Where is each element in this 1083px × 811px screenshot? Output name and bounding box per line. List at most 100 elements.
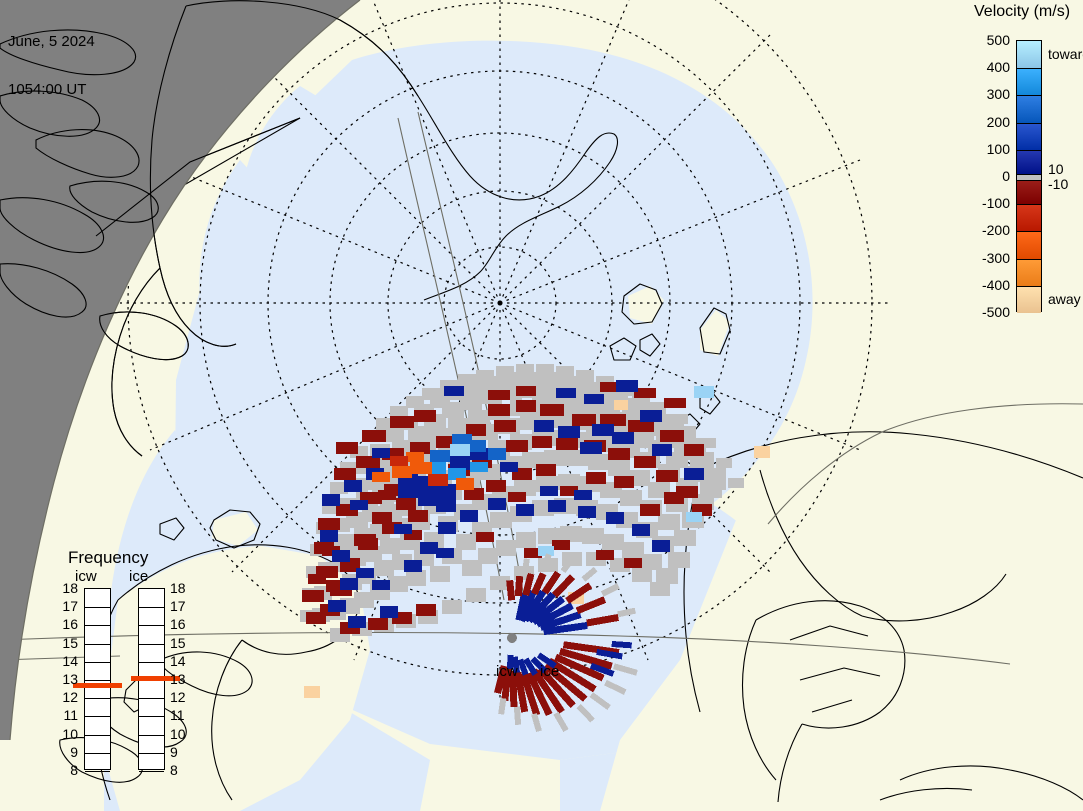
colorbar-tick--200: -200 bbox=[981, 222, 1010, 239]
frequency-tick-right-17: 17 bbox=[170, 598, 186, 615]
colorbar-band-separator bbox=[1017, 204, 1041, 206]
frequency-gridline-9 bbox=[139, 752, 164, 754]
timestamp-date: June, 5 2024 bbox=[8, 33, 95, 50]
frequency-gridline-16 bbox=[85, 625, 110, 627]
frequency-gridline-12 bbox=[85, 698, 110, 700]
frequency-gridline-16 bbox=[139, 625, 164, 627]
terminator-line bbox=[9, 0, 361, 741]
frequency-bar-icw bbox=[73, 588, 122, 772]
frequency-tick-right-12: 12 bbox=[170, 689, 186, 706]
frequency-gridline-17 bbox=[85, 607, 110, 609]
frequency-marker-ice bbox=[131, 676, 180, 682]
colorbar-band-1 bbox=[1017, 68, 1041, 96]
frequency-tick-right-13: 13 bbox=[170, 671, 186, 687]
colorbar-tick--300: -300 bbox=[981, 249, 1010, 266]
colorbar-title: Velocity (m/s) bbox=[974, 3, 1071, 20]
frequency-gridline-14 bbox=[85, 661, 110, 663]
frequency-tick-left-8: 8 bbox=[70, 762, 78, 778]
frequency-tick-right-16: 16 bbox=[170, 616, 186, 633]
frequency-gridline-13 bbox=[85, 680, 110, 681]
colorbar-band-8 bbox=[1017, 231, 1041, 259]
frequency-marker-icw bbox=[73, 682, 122, 688]
colorbar-band-3 bbox=[1017, 122, 1041, 150]
night-terminator-shading bbox=[0, 0, 360, 740]
frequency-tick-right-14: 14 bbox=[170, 652, 186, 669]
colorbar-gradient bbox=[1016, 40, 1042, 313]
frequency-bar-ice bbox=[131, 588, 180, 772]
colorbar-label-plus10: 10 bbox=[1048, 161, 1064, 178]
frequency-tick-right-8: 8 bbox=[170, 762, 178, 778]
colorbar-band-5 bbox=[1017, 174, 1041, 180]
frequency-gridline-8 bbox=[85, 771, 110, 772]
colorbar-band-separator bbox=[1017, 285, 1041, 287]
colorbar-band-separator bbox=[1017, 231, 1041, 233]
colorbar-band-9 bbox=[1017, 258, 1041, 286]
radar-fan-beams bbox=[494, 553, 638, 733]
frequency-tick-left-13: 13 bbox=[62, 671, 78, 687]
colorbar-band-separator bbox=[1017, 174, 1041, 176]
frequency-tick-right-15: 15 bbox=[170, 634, 186, 651]
frequency-gridline-9 bbox=[85, 752, 110, 754]
frequency-bar-label-icw: icw bbox=[75, 568, 97, 585]
velocity-colorbar: Velocity (m/s) 500 400 300 200 100 0 -100 -200 -… bbox=[960, 0, 1083, 340]
frequency-tick-left-12: 12 bbox=[62, 689, 78, 706]
colorbar-band-separator bbox=[1017, 68, 1041, 70]
colorbar-band-6 bbox=[1017, 179, 1041, 205]
frequency-gridline-12 bbox=[139, 698, 164, 700]
frequency-tick-left-16: 16 bbox=[62, 616, 78, 633]
frequency-gridline-10 bbox=[85, 734, 110, 736]
magnetic-grid bbox=[120, 0, 890, 700]
frequency-gridline-11 bbox=[139, 716, 164, 718]
colorbar-band-separator bbox=[1017, 179, 1041, 181]
colorbar-tick-100: 100 bbox=[986, 140, 1010, 157]
frequency-tick-left-17: 17 bbox=[62, 598, 78, 615]
coastlines-night bbox=[0, 0, 419, 457]
colorbar-band-4 bbox=[1017, 149, 1041, 175]
frequency-gridline-10 bbox=[139, 734, 164, 736]
colorbar-tick-300: 300 bbox=[986, 86, 1010, 103]
colorbar-tick-500: 500 bbox=[986, 32, 1010, 48]
colorbar-band-separator bbox=[1017, 149, 1041, 151]
colorbar-tick--500: -500 bbox=[981, 304, 1010, 320]
timestamp-time: 1054:00 UT bbox=[8, 81, 87, 98]
frequency-gridline-17 bbox=[139, 607, 164, 609]
colorbar-label-minus10: -10 bbox=[1048, 175, 1069, 192]
colorbar-band-separator bbox=[1017, 95, 1041, 97]
frequency-tick-right-10: 10 bbox=[170, 725, 186, 742]
colorbar-tick--100: -100 bbox=[981, 195, 1010, 212]
frequency-tick-left-10: 10 bbox=[62, 725, 78, 742]
colorbar-band-7 bbox=[1017, 204, 1041, 232]
frequency-gridline-15 bbox=[139, 643, 164, 645]
timestamp-block: June, 5 2024 1054:00 UT bbox=[8, 2, 95, 130]
frequency-tick-left-15: 15 bbox=[62, 634, 78, 651]
colorbar-band-separator bbox=[1017, 258, 1041, 260]
radar-fan-label-ice: ice bbox=[540, 663, 560, 680]
frequency-tick-left-9: 9 bbox=[70, 743, 78, 760]
frequency-gridline-11 bbox=[85, 716, 110, 718]
colorbar-band-2 bbox=[1017, 95, 1041, 123]
frequency-legend-title: Frequency bbox=[68, 548, 149, 567]
frequency-tick-left-18: 18 bbox=[62, 580, 78, 596]
frequency-tick-right-9: 9 bbox=[170, 743, 178, 760]
colorbar-band-10 bbox=[1017, 285, 1041, 313]
frequency-tick-right-18: 18 bbox=[170, 580, 186, 596]
colorbar-tick-labels: 500 400 300 200 100 0 -100 -200 -300 -400 -500 bbox=[960, 0, 1010, 340]
frequency-legend: Frequency icw ice 18 18 17 17 16 16 15 15 14 14 13… bbox=[52, 548, 197, 783]
colorbar-label-away: away bbox=[1048, 290, 1081, 307]
frequency-bar-label-ice: ice bbox=[129, 568, 149, 585]
colorbar-band-0 bbox=[1017, 41, 1041, 69]
frequency-tick-left-11: 11 bbox=[63, 707, 78, 724]
colorbar-band-separator bbox=[1017, 122, 1041, 124]
frequency-gridline-14 bbox=[139, 661, 164, 663]
radar-fan-label-icw: icw bbox=[496, 663, 518, 680]
frequency-gridline-15 bbox=[85, 643, 110, 645]
radar-site-marker bbox=[507, 633, 517, 643]
colorbar-tick--400: -400 bbox=[981, 276, 1010, 293]
colorbar-tick-400: 400 bbox=[986, 59, 1010, 76]
velocity-cells bbox=[302, 380, 770, 698]
frequency-gridline-8 bbox=[139, 771, 164, 772]
frequency-tick-right-11: 11 bbox=[170, 707, 185, 724]
frequency-tick-left-14: 14 bbox=[62, 652, 78, 669]
